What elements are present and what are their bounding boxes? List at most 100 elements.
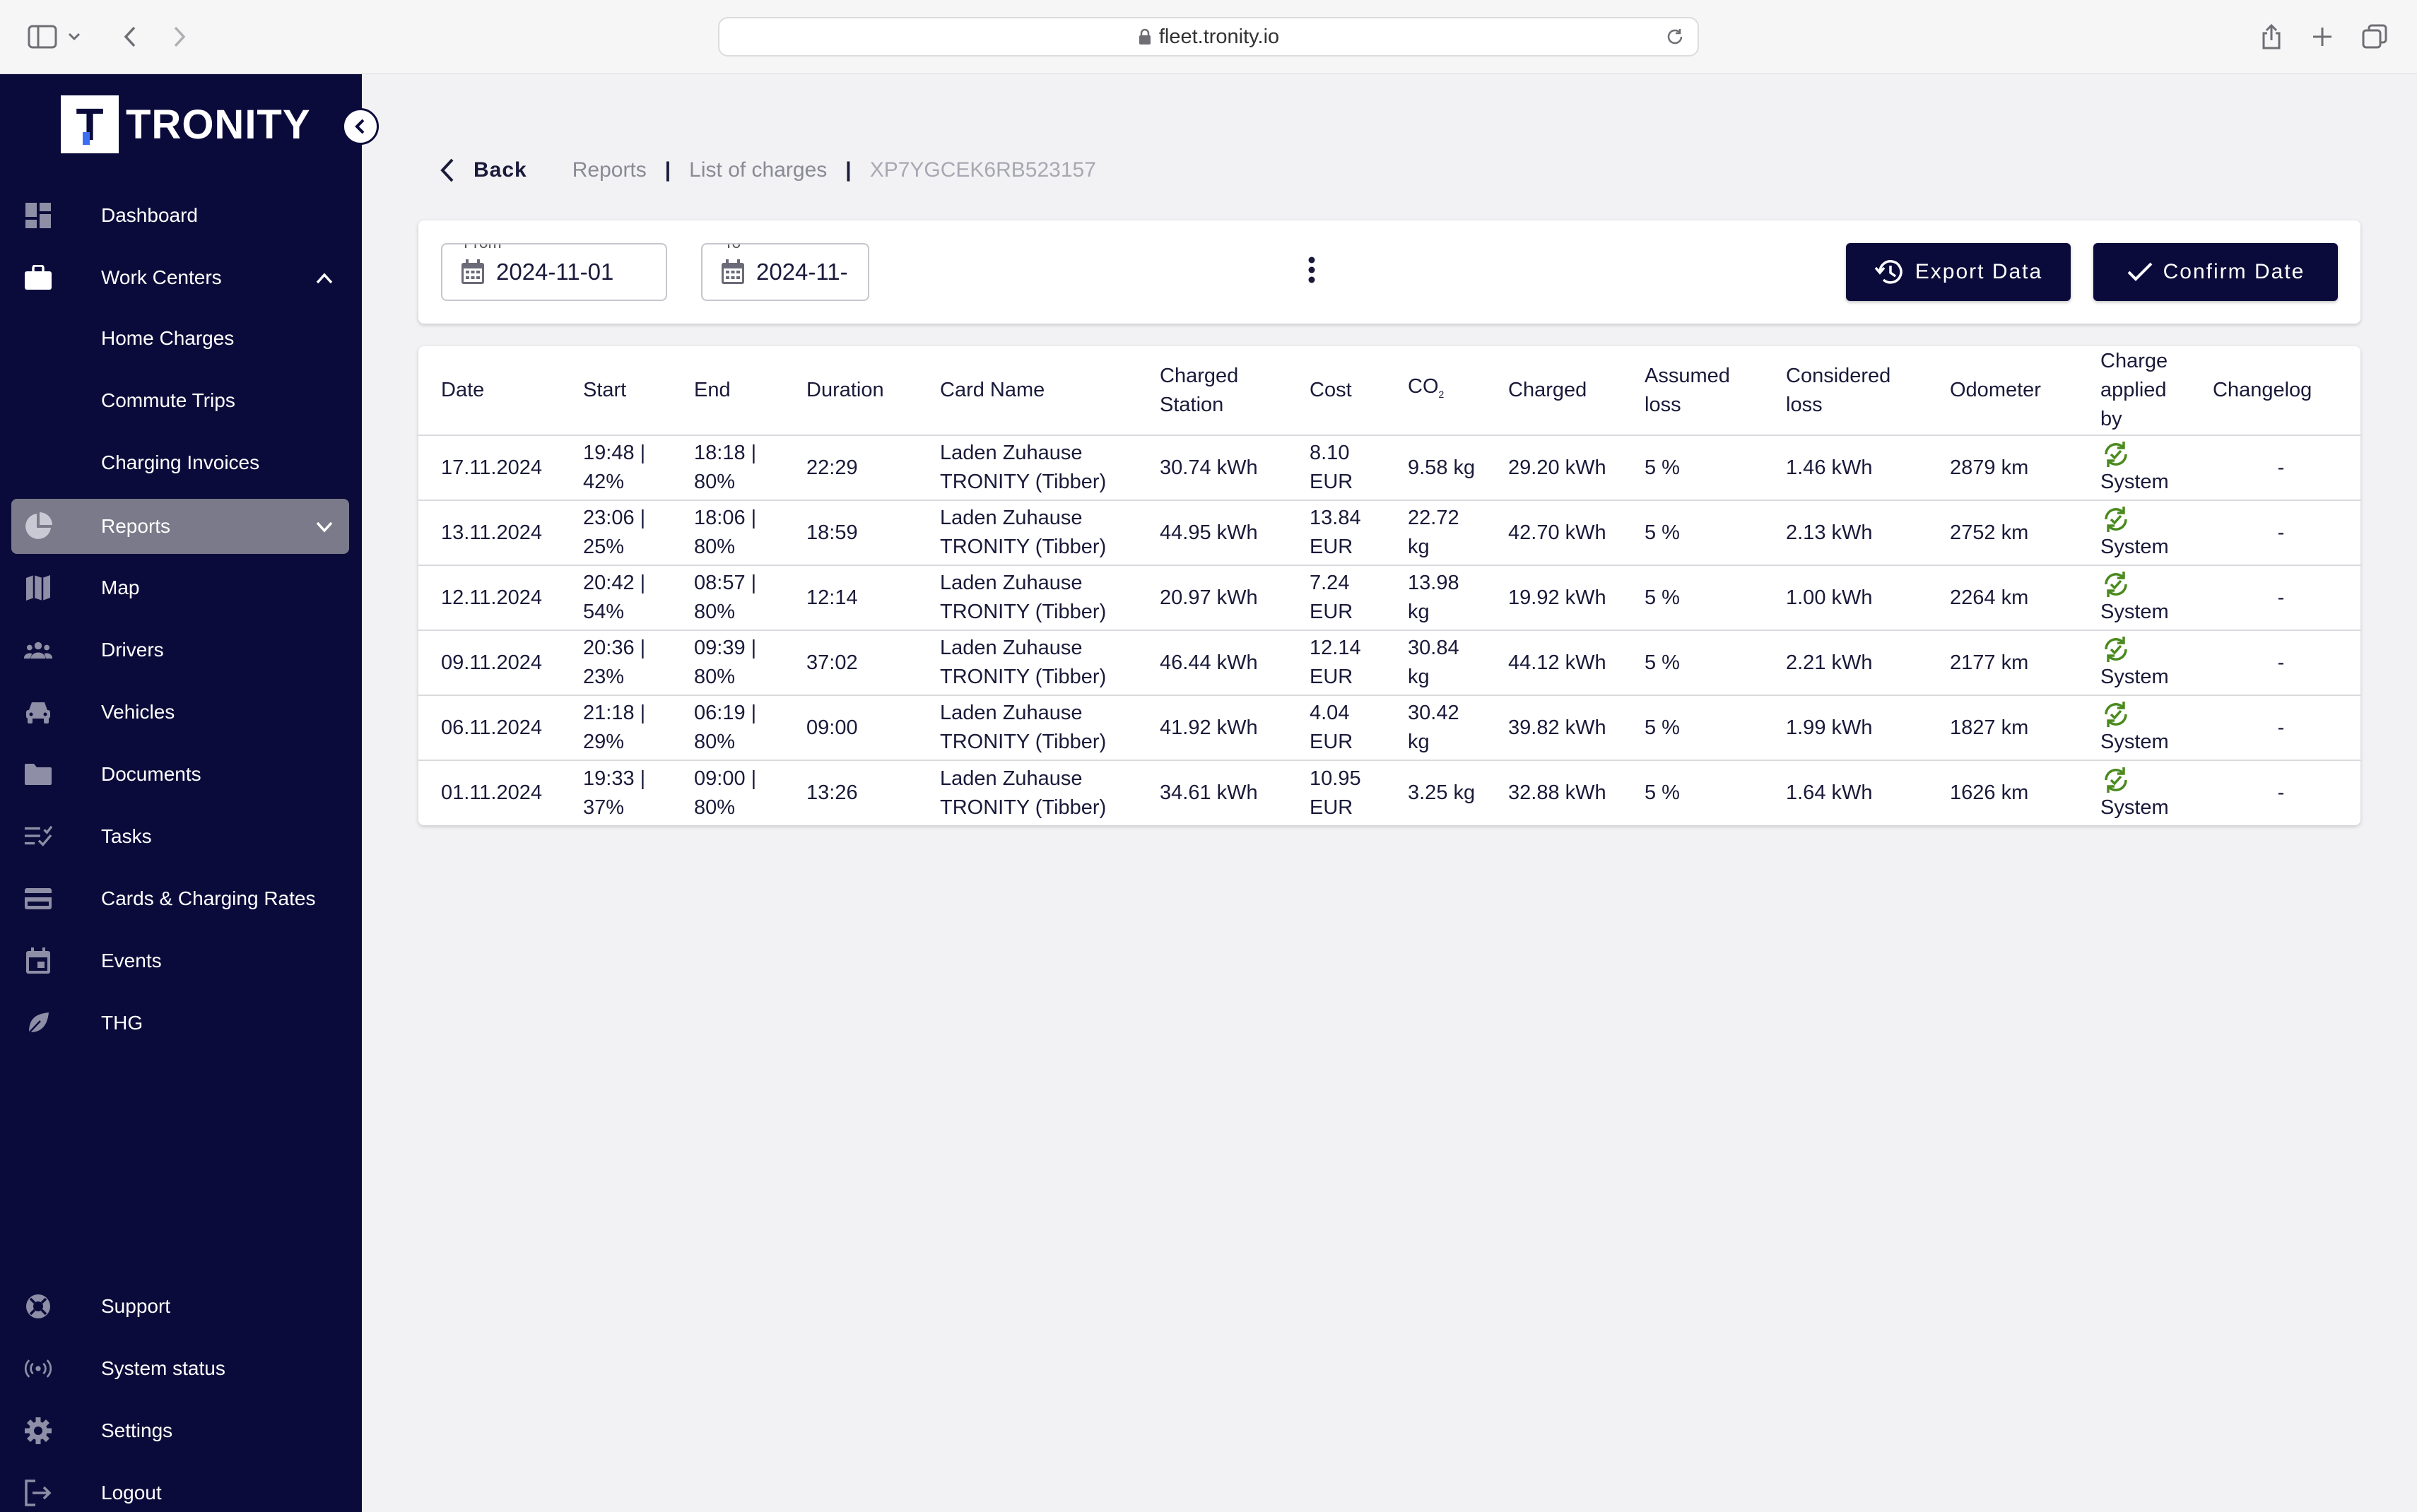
cell-date: 12.11.2024 xyxy=(418,565,560,630)
export-data-button[interactable]: Export Data xyxy=(1846,243,2071,301)
address-bar[interactable]: fleet.tronity.io xyxy=(718,17,1699,57)
breadcrumb-reports[interactable]: Reports xyxy=(572,158,647,182)
calendar-icon[interactable] xyxy=(721,259,745,285)
cell-changelog[interactable]: - xyxy=(2201,630,2360,695)
applied-by-label: System xyxy=(2100,601,2169,623)
header-odometer[interactable]: Odometer xyxy=(1950,379,2041,401)
logout-icon xyxy=(24,1479,52,1507)
sidebar-item-vehicles[interactable]: Vehicles xyxy=(11,685,349,740)
header-start[interactable]: Start xyxy=(583,379,627,401)
to-date-field[interactable]: To 2024-11- xyxy=(701,243,869,301)
sidebar-subitem-home-charges[interactable]: Home Charges xyxy=(101,327,235,349)
briefcase-icon xyxy=(24,264,52,292)
system-sync-icon xyxy=(2105,702,2127,727)
chevron-down-icon[interactable] xyxy=(315,516,334,538)
cell-charged: 39.82 kWh xyxy=(1486,695,1622,760)
cell-changelog[interactable]: - xyxy=(2201,500,2360,565)
sidebar-item-drivers[interactable]: Drivers xyxy=(11,622,349,678)
header-changelog[interactable]: Changelog xyxy=(2213,379,2312,401)
cell-considered-loss: 1.46 kWh xyxy=(1763,435,1927,500)
logo-mark: T xyxy=(61,95,119,153)
sidebar-item-reports[interactable]: Reports xyxy=(11,499,349,554)
sidebar-item-label: Support xyxy=(101,1295,171,1317)
table-row[interactable]: 13.11.2024 23:06 | 25% 18:06 | 80% 18:59… xyxy=(418,500,2360,565)
header-assumed-loss[interactable]: Assumed loss xyxy=(1645,364,1730,416)
table-header-row: Date Start End Duration Card Name Charge… xyxy=(418,346,2360,435)
back-button[interactable]: Back xyxy=(440,158,527,183)
cell-duration: 09:00 xyxy=(784,695,917,760)
confirm-date-button[interactable]: Confirm Date xyxy=(2093,243,2338,301)
sidebar-item-events[interactable]: Events xyxy=(11,933,349,988)
breadcrumb-list-of-charges[interactable]: List of charges xyxy=(689,158,828,182)
cell-cost: 8.10 EUR xyxy=(1287,435,1385,500)
sidebar-item-support[interactable]: Support xyxy=(11,1279,349,1334)
sidebar-item-logout[interactable]: Logout xyxy=(11,1465,349,1512)
credit-card-icon xyxy=(24,885,52,913)
tronity-logo[interactable]: T TRONITY xyxy=(61,95,311,153)
header-charge-applied-by[interactable]: Charge applied by xyxy=(2100,350,2168,430)
sidebar-toggle-icon[interactable] xyxy=(24,18,61,55)
cell-co2: 30.84 kg xyxy=(1385,630,1486,695)
people-icon xyxy=(24,636,52,664)
chevron-up-icon[interactable] xyxy=(315,267,334,290)
browser-back-icon[interactable] xyxy=(112,18,148,55)
from-label: From xyxy=(459,244,506,252)
cell-changelog[interactable]: - xyxy=(2201,435,2360,500)
sidebar-item-map[interactable]: Map xyxy=(11,560,349,615)
to-date-value: 2024-11- xyxy=(756,259,848,285)
from-date-field[interactable]: From 2024-11-01 xyxy=(441,243,667,301)
sidebar-item-thg[interactable]: THG xyxy=(11,996,349,1051)
cell-charged: 19.92 kWh xyxy=(1486,565,1622,630)
sidebar-item-settings[interactable]: Settings xyxy=(11,1403,349,1458)
header-co2[interactable]: CO2 xyxy=(1408,374,1445,400)
tab-overview-icon[interactable] xyxy=(2356,18,2393,55)
dashboard-icon xyxy=(24,201,52,230)
chevron-down-icon[interactable] xyxy=(64,18,85,55)
cell-duration: 18:59 xyxy=(784,500,917,565)
cell-changelog[interactable]: - xyxy=(2201,565,2360,630)
header-date[interactable]: Date xyxy=(441,379,485,401)
sidebar-item-tasks[interactable]: Tasks xyxy=(11,809,349,864)
cell-changelog[interactable]: - xyxy=(2201,760,2360,825)
header-charged-station[interactable]: Charged Station xyxy=(1160,364,1239,416)
check-icon xyxy=(2127,262,2153,281)
cell-end: 18:06 | 80% xyxy=(671,500,784,565)
header-charged[interactable]: Charged xyxy=(1508,379,1587,401)
browser-toolbar: fleet.tronity.io xyxy=(0,0,2417,74)
header-end[interactable]: End xyxy=(694,379,731,401)
export-data-label: Export Data xyxy=(1915,260,2043,283)
header-cost[interactable]: Cost xyxy=(1310,379,1352,401)
table-row[interactable]: 17.11.2024 19:48 | 42% 18:18 | 80% 22:29… xyxy=(418,435,2360,500)
reload-icon[interactable] xyxy=(1665,27,1685,52)
share-icon[interactable] xyxy=(2253,18,2290,55)
applied-by-label: System xyxy=(2100,536,2169,558)
sidebar-subitem-charging-invoices[interactable]: Charging Invoices xyxy=(101,451,260,473)
cell-charged: 44.12 kWh xyxy=(1486,630,1622,695)
cell-date: 13.11.2024 xyxy=(418,500,560,565)
sidebar-subitem-commute-trips[interactable]: Commute Trips xyxy=(101,389,235,411)
cell-charged-station: 41.92 kWh xyxy=(1137,695,1287,760)
calendar-icon[interactable] xyxy=(461,259,485,285)
sidebar-item-label: Work Centers xyxy=(101,266,222,288)
table-row[interactable]: 06.11.2024 21:18 | 29% 06:19 | 80% 09:00… xyxy=(418,695,2360,760)
sidebar-item-label: Map xyxy=(101,577,140,598)
cell-assumed-loss: 5 % xyxy=(1622,760,1763,825)
sidebar-item-work-centers[interactable]: Work Centers xyxy=(11,250,349,305)
header-card-name[interactable]: Card Name xyxy=(940,379,1045,401)
header-duration[interactable]: Duration xyxy=(806,379,884,401)
breadcrumb-separator: | xyxy=(664,158,671,182)
table-row[interactable]: 09.11.2024 20:36 | 23% 09:39 | 80% 37:02… xyxy=(418,630,2360,695)
sidebar-item-cards-charging-rates[interactable]: Cards & Charging Rates xyxy=(11,871,349,926)
browser-forward-icon[interactable] xyxy=(161,18,198,55)
cell-changelog[interactable]: - xyxy=(2201,695,2360,760)
table-row[interactable]: 12.11.2024 20:42 | 54% 08:57 | 80% 12:14… xyxy=(418,565,2360,630)
sidebar-item-dashboard[interactable]: Dashboard xyxy=(11,188,349,243)
system-sync-icon xyxy=(2105,767,2127,793)
header-considered-loss[interactable]: Considered loss xyxy=(1786,364,1891,416)
collapse-sidebar-button[interactable] xyxy=(342,108,379,145)
sidebar-item-system-status[interactable]: System status xyxy=(11,1341,349,1396)
new-tab-icon[interactable] xyxy=(2304,18,2341,55)
more-options-icon[interactable] xyxy=(1307,256,1316,288)
sidebar-item-documents[interactable]: Documents xyxy=(11,747,349,802)
table-row[interactable]: 01.11.2024 19:33 | 37% 09:00 | 80% 13:26… xyxy=(418,760,2360,825)
